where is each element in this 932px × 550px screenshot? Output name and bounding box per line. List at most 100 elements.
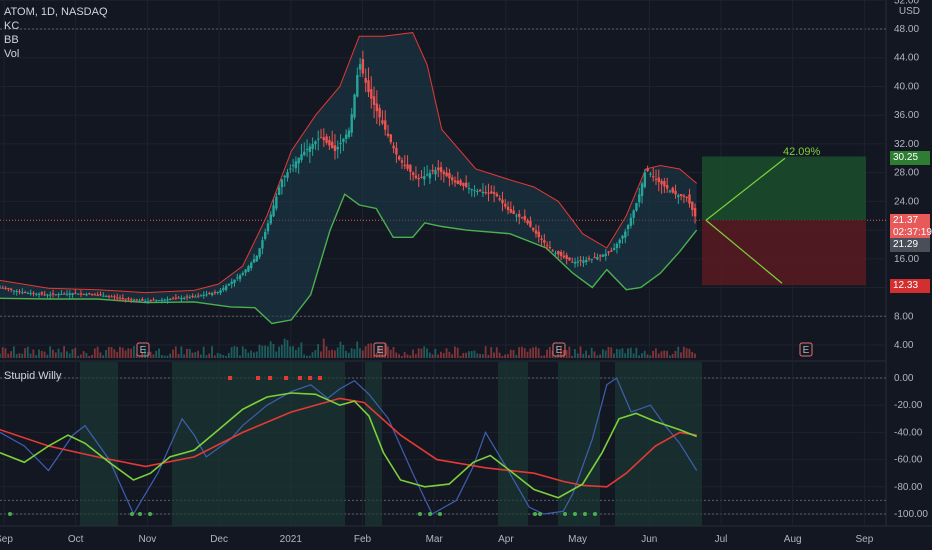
volume-bar <box>43 351 46 358</box>
candle-body <box>384 120 387 130</box>
candle-body <box>476 190 479 193</box>
candle-body <box>79 293 83 295</box>
candle-body <box>149 300 152 302</box>
volume-bar <box>300 342 303 358</box>
volume-bar <box>15 354 18 358</box>
candle-body <box>35 293 38 295</box>
candle-body <box>297 157 300 164</box>
volume-bar <box>381 346 384 358</box>
candle-body <box>579 260 582 262</box>
volume-bar <box>292 346 294 358</box>
candle-body <box>325 136 328 143</box>
volume-bar <box>621 348 624 358</box>
candle-body <box>571 261 574 263</box>
volume-bar <box>568 346 571 358</box>
oversold-dot <box>533 512 537 516</box>
candle-body <box>46 294 49 296</box>
candle-body <box>425 174 429 176</box>
candle-body <box>269 214 272 224</box>
volume-bar <box>124 350 127 358</box>
candle-body <box>49 294 52 296</box>
candle-body <box>562 255 566 258</box>
candle-body <box>484 192 487 194</box>
candle-body <box>557 250 560 255</box>
volume-bar <box>18 353 21 358</box>
price-tick-label: 48.00 <box>894 24 919 35</box>
volume-bar <box>571 355 574 358</box>
volume-bar <box>91 354 93 358</box>
earnings-marker-label: E <box>556 345 563 356</box>
volume-bar <box>325 346 328 358</box>
candle-body <box>113 296 116 298</box>
osc-tick-label: -60.00 <box>894 455 923 466</box>
volume-bar <box>663 350 666 358</box>
volume-bar <box>241 346 244 358</box>
candle-body <box>459 180 462 185</box>
candle-body <box>1 287 4 289</box>
candle-body <box>54 294 58 296</box>
overbought-dot <box>228 376 232 380</box>
candle-body <box>183 297 186 299</box>
volume-bar <box>186 348 188 358</box>
volume-bar <box>199 354 202 358</box>
candle-body <box>626 225 630 230</box>
candle-body <box>7 288 10 290</box>
candle-body <box>548 247 552 249</box>
volume-bar <box>105 349 107 358</box>
volume-bar <box>361 350 364 358</box>
candle-body <box>188 297 192 299</box>
candle-body <box>74 292 77 294</box>
candle-body <box>102 295 105 297</box>
candle-body <box>130 299 133 301</box>
candle-body <box>540 238 543 240</box>
volume-bar <box>350 348 353 358</box>
candle-body <box>191 295 194 298</box>
candle-body <box>543 240 546 243</box>
volume-bar <box>166 355 169 358</box>
candle-body <box>23 292 27 294</box>
candle-body <box>518 213 521 217</box>
volume-bar <box>685 348 688 358</box>
price-tick-label: 16.00 <box>894 254 919 265</box>
volume-bar <box>250 350 253 358</box>
volume-bar <box>378 345 381 358</box>
volume-bar <box>149 351 152 358</box>
oversold-dot <box>593 512 597 516</box>
candle-body <box>509 209 513 213</box>
candle-body <box>51 293 55 295</box>
candle-body <box>4 287 7 289</box>
volume-bar <box>345 350 347 358</box>
volume-bar <box>127 348 130 358</box>
volume-bar <box>280 344 283 358</box>
volume-bar <box>4 348 7 358</box>
volume-bar <box>504 354 507 358</box>
candle-body <box>255 255 259 262</box>
candle-body <box>660 180 663 185</box>
candle-body <box>266 223 270 232</box>
volume-bar <box>498 352 501 358</box>
volume-bar <box>515 354 518 358</box>
candle-body <box>21 292 24 294</box>
volume-bar <box>68 353 71 358</box>
candle-body <box>545 245 549 247</box>
volume-bar <box>174 346 177 358</box>
volume-bar <box>565 350 568 358</box>
candle-body <box>15 291 18 293</box>
volume-bar <box>479 353 481 358</box>
candle-body <box>498 198 501 200</box>
candle-body <box>629 217 633 226</box>
candle-body <box>504 203 507 207</box>
oversold-dot <box>138 512 142 516</box>
candle-body <box>601 254 605 257</box>
stop-zone <box>702 220 866 286</box>
candle-body <box>155 300 158 302</box>
time-tick-label: Jul <box>715 534 728 545</box>
candle-body <box>263 231 267 239</box>
upper-band-line <box>0 32 698 294</box>
overbought-dot <box>284 376 288 380</box>
volume-bar <box>255 351 258 358</box>
candle-body <box>356 74 359 97</box>
volume-bar <box>158 348 160 358</box>
candle-body <box>400 160 404 163</box>
